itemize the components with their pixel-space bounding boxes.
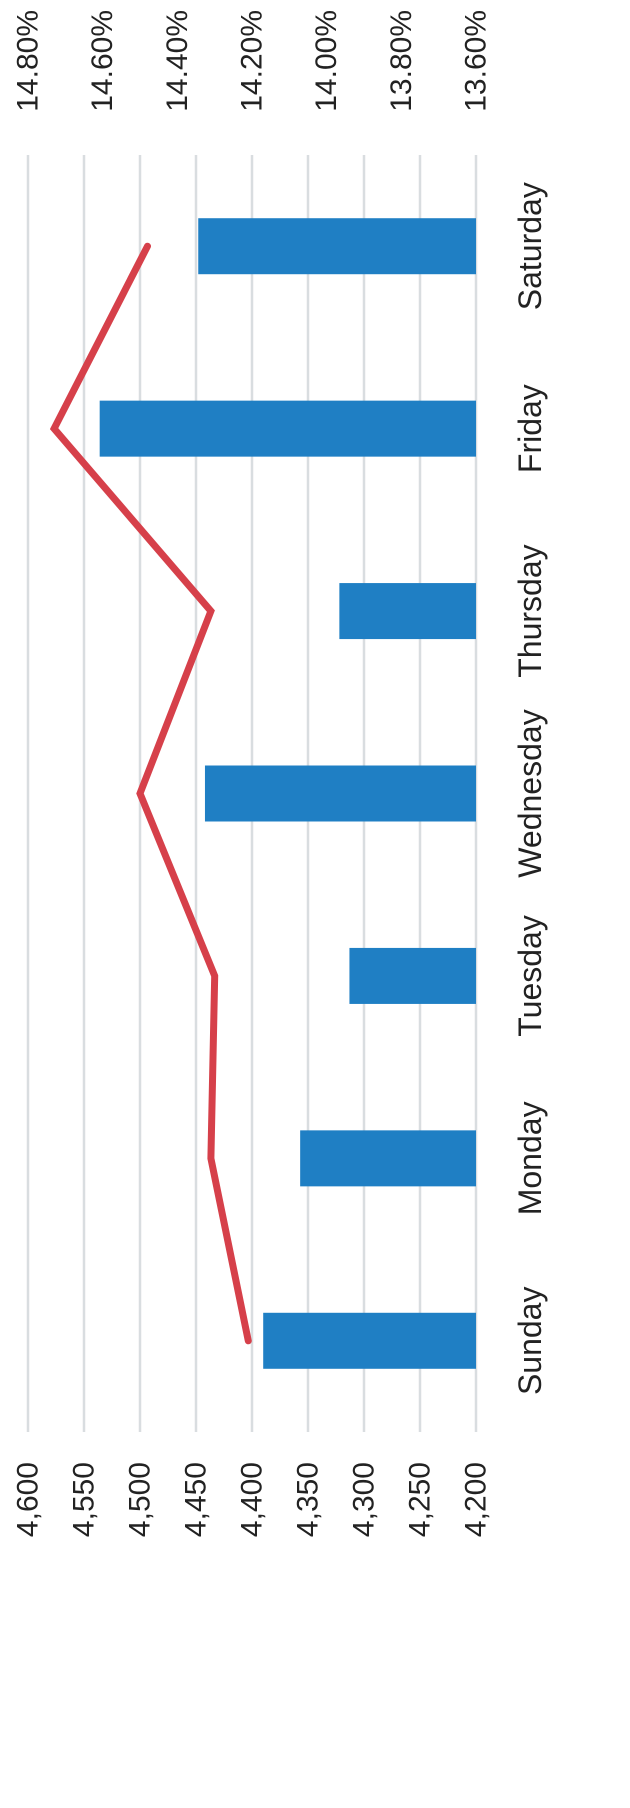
primary-tick-label: 4,550 xyxy=(68,1462,101,1537)
secondary-tick-label: 14.40% xyxy=(161,10,194,112)
primary-tick-label: 4,300 xyxy=(348,1462,381,1537)
category-label-thursday: Thursday xyxy=(512,544,548,677)
primary-tick-label: 4,500 xyxy=(124,1462,157,1537)
category-label-wednesday: Wednesday xyxy=(512,709,548,877)
line-series xyxy=(49,242,252,1345)
primary-tick-label: 4,250 xyxy=(404,1462,437,1537)
bar-saturday xyxy=(198,218,477,275)
primary-axis-ticks: 4,600 4,550 4,500 4,450 4,400 4,350 4,300 4,250… xyxy=(12,1462,493,1537)
category-label-monday: Monday xyxy=(512,1101,548,1215)
bar-friday xyxy=(99,400,477,457)
secondary-axis-ticks: 14.80% 14.60% 14.40% 14.20% 14.00% 13.80% 13.6… xyxy=(12,10,493,112)
secondary-tick-label: 14.60% xyxy=(86,10,119,112)
primary-tick-label: 4,450 xyxy=(180,1462,213,1537)
secondary-tick-label: 13.80% xyxy=(385,10,418,112)
primary-tick-label: 4,350 xyxy=(292,1462,325,1537)
bar-wednesday xyxy=(204,765,476,822)
category-label-sunday: Sunday xyxy=(512,1287,548,1396)
bar-thursday xyxy=(339,583,476,640)
secondary-tick-label: 14.20% xyxy=(236,10,269,112)
category-labels: Sunday Monday Tuesday Wednesday Thursday Frid… xyxy=(512,182,548,1395)
category-label-saturday: Saturday xyxy=(512,182,548,310)
primary-tick-label: 4,400 xyxy=(236,1462,269,1537)
bar-monday xyxy=(300,1130,476,1187)
bar-series xyxy=(99,218,477,1369)
bar-sunday xyxy=(263,1312,476,1369)
line-series-path xyxy=(49,242,252,1345)
category-label-tuesday: Tuesday xyxy=(512,915,548,1037)
secondary-tick-label: 14.00% xyxy=(310,10,343,112)
category-label-friday: Friday xyxy=(512,384,548,473)
bar-tuesday xyxy=(349,947,476,1004)
secondary-tick-label: 14.80% xyxy=(12,10,45,112)
primary-tick-label: 4,200 xyxy=(460,1462,493,1537)
secondary-tick-label: 13.60% xyxy=(460,10,493,112)
primary-tick-label: 4,600 xyxy=(12,1462,45,1537)
